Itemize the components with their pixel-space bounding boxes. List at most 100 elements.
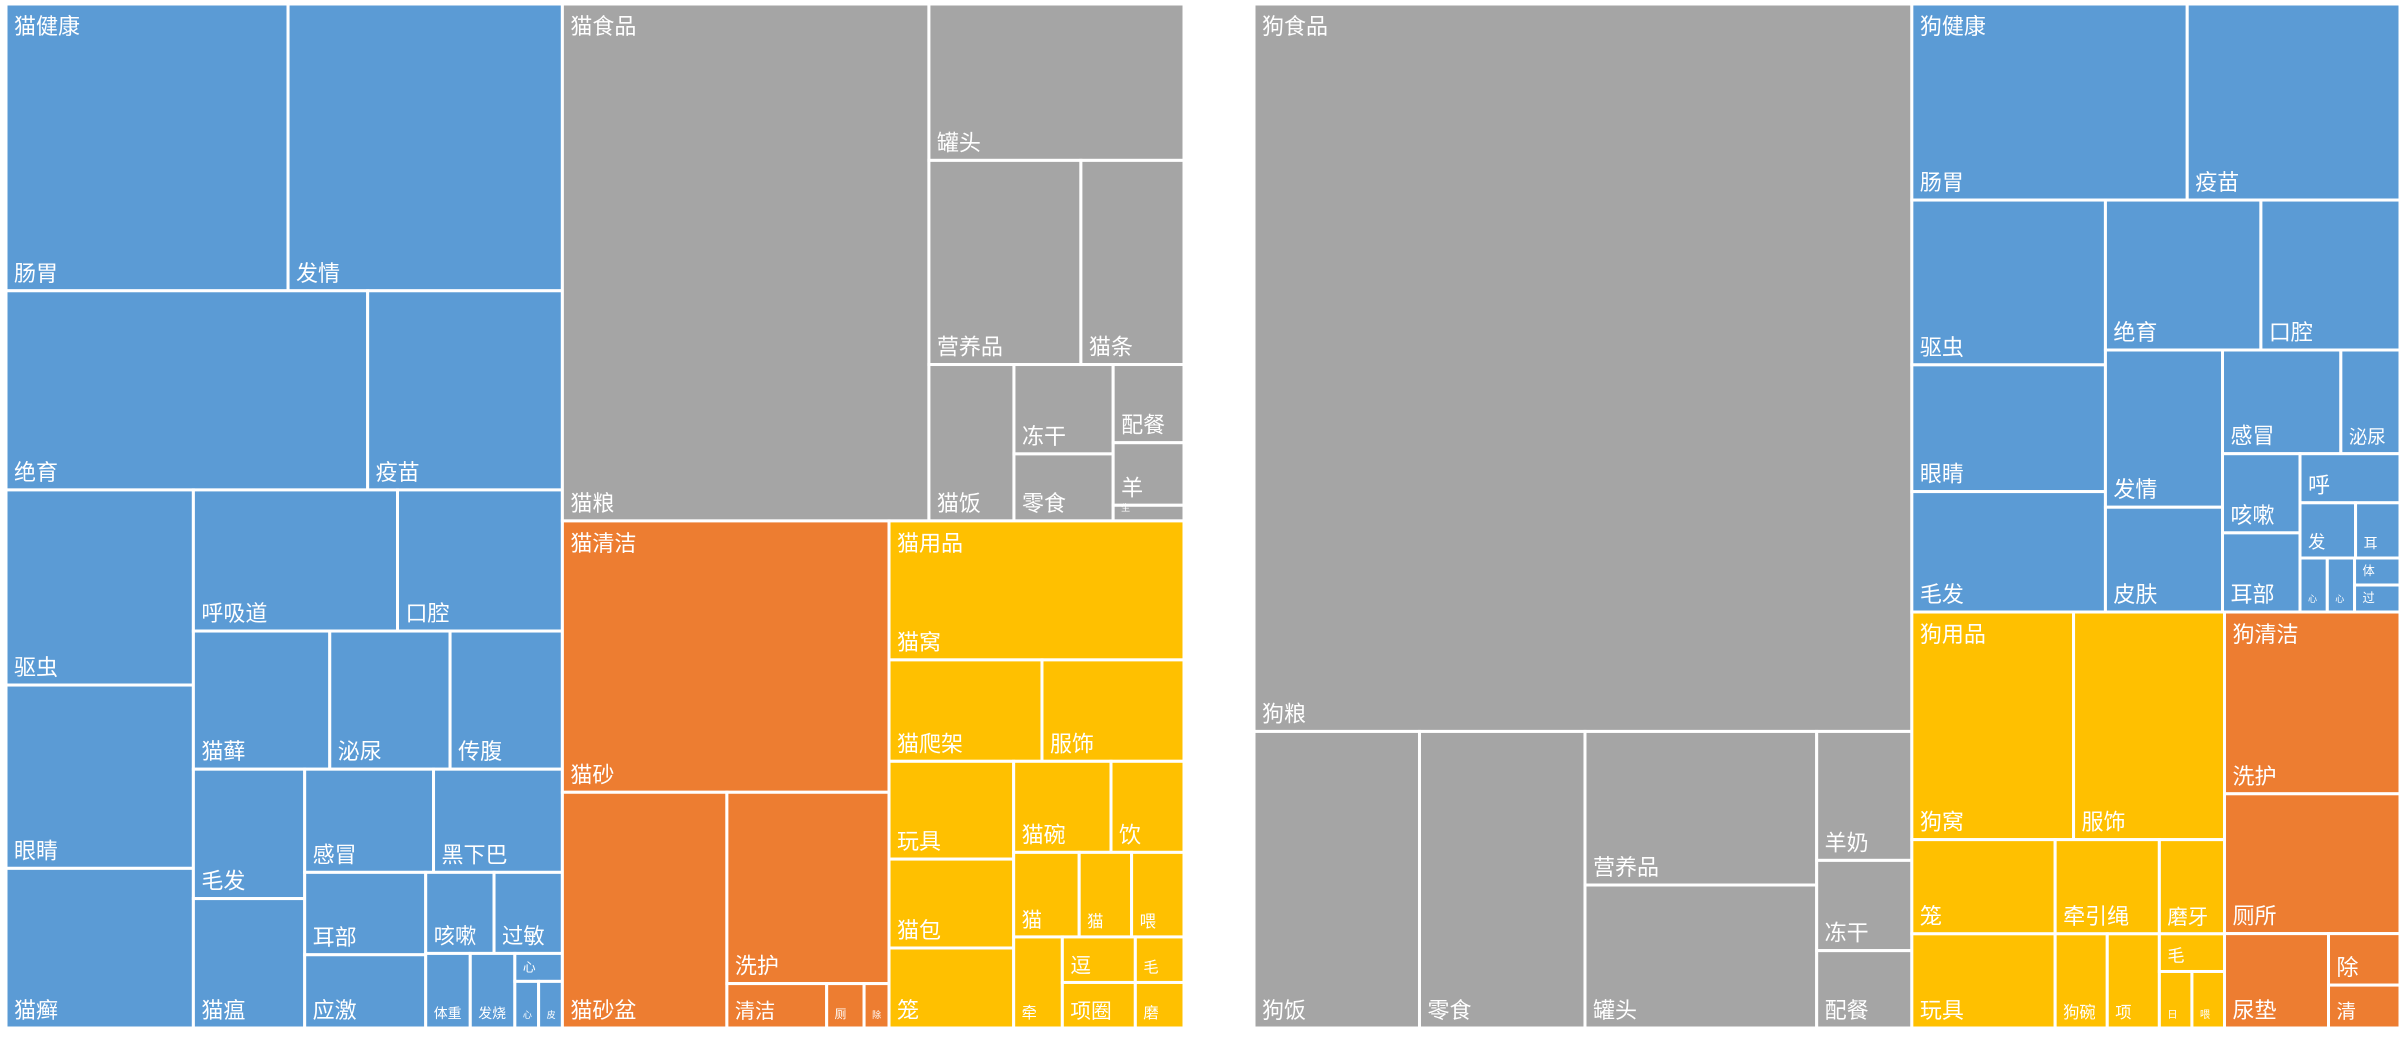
treemap-tile xyxy=(537,979,564,1030)
treemap-tile xyxy=(2103,198,2263,352)
tile-label: 猫藓 xyxy=(201,740,245,765)
treemap-tile xyxy=(1109,759,1186,854)
treemap-tile xyxy=(1910,490,2107,614)
group-label: 猫健康 xyxy=(14,15,80,40)
tile-label: 玩具 xyxy=(897,830,941,855)
tile-label: 眼睛 xyxy=(1920,463,1964,488)
tile-label: 猫砂 xyxy=(570,763,614,788)
treemap-tile xyxy=(1815,858,1914,953)
tile-label: 应激 xyxy=(313,999,357,1024)
treemap-tile xyxy=(1079,158,1186,367)
tile-label: 毛 xyxy=(2167,946,2184,966)
tile-label: 洗护 xyxy=(735,955,779,980)
treemap-tile xyxy=(560,790,729,1030)
tile-label: 传腹 xyxy=(458,740,502,765)
group-label: 猫用品 xyxy=(897,532,963,557)
treemap-tile xyxy=(328,629,452,771)
group-label: 猫清洁 xyxy=(570,532,636,557)
tile-label: 猫砂盆 xyxy=(570,999,636,1024)
tile-label: 绝育 xyxy=(14,461,58,486)
treemap-tile xyxy=(2298,452,2402,505)
tile-label: 营养品 xyxy=(1593,856,1659,881)
tile-label: 过敏 xyxy=(502,924,545,949)
tile-label: 笼 xyxy=(897,999,919,1024)
tile-label: 饮 xyxy=(1119,823,1141,848)
treemap-tile xyxy=(887,519,1186,662)
tile-label: 发情 xyxy=(2113,478,2157,503)
tile-label: 厕 xyxy=(835,1007,847,1021)
treemap-tile xyxy=(2185,2,2402,202)
treemap-tile xyxy=(1417,729,1587,1030)
tile-label: 眼睛 xyxy=(14,839,58,864)
treemap-tile xyxy=(286,2,564,293)
tile-label: 磨牙 xyxy=(2167,905,2208,929)
tile-label: 狗碗 xyxy=(2063,1003,2096,1022)
tile-label: 猫瘟 xyxy=(201,999,245,1024)
treemap-tile xyxy=(927,2,1186,162)
tile-label: 服饰 xyxy=(2082,811,2126,836)
tile-label: 猫碗 xyxy=(1022,823,1066,848)
tile-label: 发情 xyxy=(296,262,340,287)
tile-label: 心 xyxy=(2335,594,2344,605)
tile-label: 猫窝 xyxy=(897,631,941,656)
tile-label: 项圈 xyxy=(1070,999,1111,1023)
treemap-tile xyxy=(2354,501,2402,560)
tile-label: 猫粮 xyxy=(570,492,614,517)
treemap-tile xyxy=(2259,198,2402,352)
treemap-tile xyxy=(468,951,517,1030)
tile-label: 耳部 xyxy=(2231,583,2275,608)
tile-label: 狗饭 xyxy=(1262,999,1306,1024)
tile-label: 疫苗 xyxy=(2195,171,2239,196)
treemap-tile xyxy=(2298,556,2329,614)
treemap-tile xyxy=(2053,932,2109,1030)
tile-label: 喂 xyxy=(2200,1009,2210,1021)
treemap-tile xyxy=(492,870,564,955)
tile-label: 逗 xyxy=(1070,953,1091,977)
tile-label: 耳部 xyxy=(313,926,357,951)
treemap-tile xyxy=(303,767,436,874)
treemap-tile xyxy=(2326,983,2402,1030)
tile-label: 洗护 xyxy=(2232,765,2276,790)
tile-label: 玩具 xyxy=(1920,999,1964,1024)
tile-label: 口腔 xyxy=(406,602,450,627)
treemap-tile xyxy=(1583,729,1819,887)
tile-label: 泌尿 xyxy=(338,740,382,765)
tile-label: 猫 xyxy=(1087,912,1103,931)
tile-label: 体重 xyxy=(434,1006,462,1022)
tile-label: 体 xyxy=(2363,564,2375,578)
treemap-tile xyxy=(887,658,1044,763)
tile-label: 羊 xyxy=(1121,476,1143,501)
tile-label: 羊奶 xyxy=(1825,831,1869,856)
treemap-tile xyxy=(4,488,195,687)
tile-label: 驱虫 xyxy=(14,656,58,681)
treemap-tile xyxy=(560,2,931,523)
tile-label: 喂 xyxy=(1140,912,1156,931)
treemap-tile xyxy=(1130,850,1186,939)
tile-label: 泌尿 xyxy=(2349,428,2386,449)
tile-label: 清 xyxy=(2336,1000,2356,1023)
tile-label: 呼吸道 xyxy=(201,602,267,627)
treemap-tile xyxy=(2105,932,2161,1030)
tile-label: 咳嗽 xyxy=(434,924,477,949)
treemap-tile xyxy=(396,488,564,633)
tile-label: 咳嗽 xyxy=(2231,504,2275,529)
tile-label: 罐头 xyxy=(1593,999,1637,1024)
tile-label: 耳 xyxy=(2364,536,2378,552)
tile-label: 绝育 xyxy=(2113,321,2157,346)
treemap-tile xyxy=(1910,610,2076,842)
tile-label: 肠胃 xyxy=(14,262,58,287)
tile-label: 冻干 xyxy=(1825,922,1869,947)
tile-label: 黑下巴 xyxy=(442,843,508,868)
tile-label: 狗粮 xyxy=(1262,702,1306,727)
tile-label: 清洁 xyxy=(735,999,775,1023)
tile-label: 零食 xyxy=(1022,492,1066,517)
treemap-tile xyxy=(2221,348,2343,456)
treemap-tile xyxy=(1815,949,1914,1030)
treemap-tile xyxy=(2190,969,2226,1030)
tile-label: 毛发 xyxy=(1920,583,1964,608)
